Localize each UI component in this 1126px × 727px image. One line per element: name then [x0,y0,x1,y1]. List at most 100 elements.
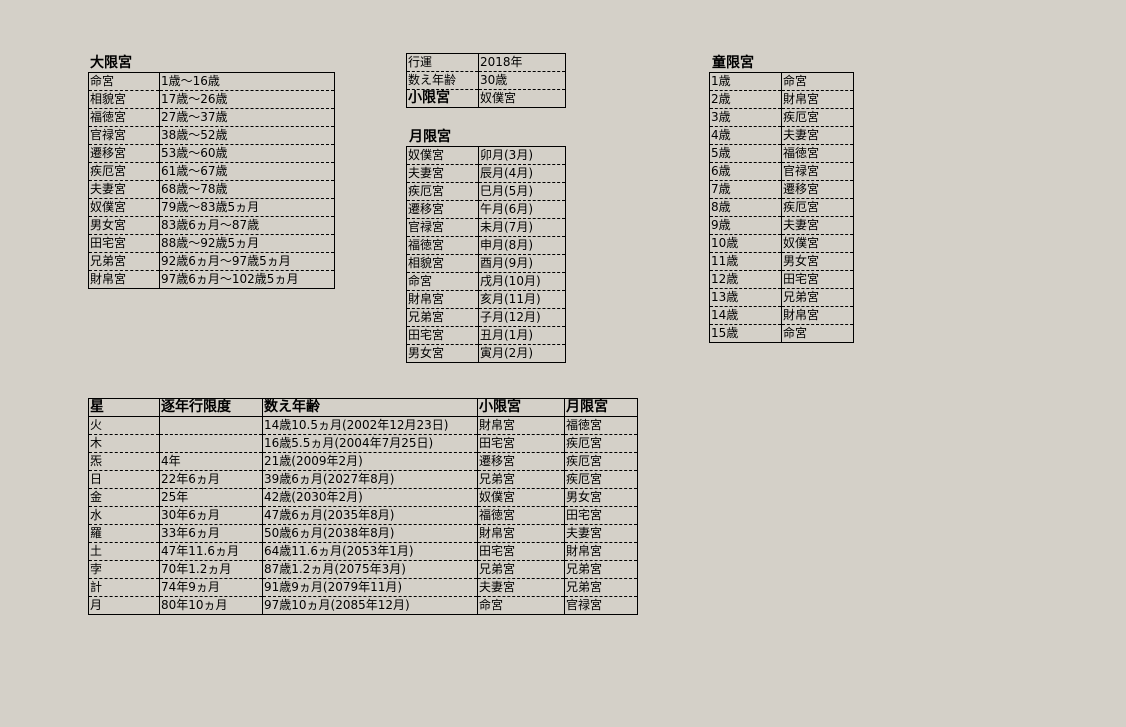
cell[interactable]: 9歳 [709,216,782,235]
cell[interactable]: 夫妻宮 [781,216,854,235]
cell[interactable]: 福徳宮 [477,506,565,525]
cell[interactable]: 田宅宮 [781,270,854,289]
cell[interactable]: 日 [88,470,160,489]
cell[interactable]: 68歳〜78歳 [159,180,335,199]
cell[interactable]: 星 [88,398,160,417]
cell[interactable]: 命宮 [406,272,479,291]
cell[interactable]: 27歳〜37歳 [159,108,335,127]
cell[interactable]: 小限宮 [406,89,479,108]
cell[interactable]: 子月(12月) [478,308,566,327]
cell[interactable]: 1歳〜16歳 [159,72,335,91]
cell[interactable]: 2018年 [478,53,566,72]
cell[interactable]: 1歳 [709,72,782,91]
cell[interactable]: 33年6ヵ月 [159,524,263,543]
cell[interactable]: 卯月(3月) [478,146,566,165]
cell[interactable]: 8歳 [709,198,782,217]
cell[interactable]: 88歳〜92歳5ヵ月 [159,234,335,253]
cell[interactable]: 3歳 [709,108,782,127]
cell[interactable]: 16歳5.5ヵ月(2004年7月25日) [262,434,478,453]
cell[interactable]: 5歳 [709,144,782,163]
cell[interactable]: 遷移宮 [406,200,479,219]
cell[interactable]: 月限宮 [564,398,638,417]
cell[interactable]: 木 [88,434,160,453]
cell[interactable]: 7歳 [709,180,782,199]
cell[interactable]: 38歳〜52歳 [159,126,335,145]
cell[interactable]: 奴僕宮 [477,488,565,507]
cell[interactable]: 15歳 [709,324,782,343]
cell[interactable]: 6歳 [709,162,782,181]
cell[interactable]: 財帛宮 [477,416,565,435]
cell[interactable]: 火 [88,416,160,435]
cell[interactable]: 酉月(9月) [478,254,566,273]
cell[interactable]: 財帛宮 [781,90,854,109]
cell[interactable]: 疾厄宮 [564,470,638,489]
cell[interactable]: 土 [88,542,160,561]
cell[interactable]: 奴僕宮 [781,234,854,253]
cell[interactable]: 64歳11.6ヵ月(2053年1月) [262,542,478,561]
cell[interactable]: 財帛宮 [781,306,854,325]
cell[interactable]: 夫妻宮 [88,180,160,199]
cell[interactable]: 2歳 [709,90,782,109]
cell[interactable]: 財帛宮 [406,290,479,309]
cell[interactable]: 兄弟宮 [781,288,854,307]
cell[interactable]: 男女宮 [88,216,160,235]
cell[interactable]: 奴僕宮 [478,89,566,108]
cell[interactable]: 夫妻宮 [564,524,638,543]
cell[interactable]: 男女宮 [406,344,479,363]
cell[interactable]: 13歳 [709,288,782,307]
cell[interactable]: 行運 [406,53,479,72]
cell[interactable]: 男女宮 [781,252,854,271]
cell[interactable]: 兄弟宮 [477,470,565,489]
cell[interactable]: 未月(7月) [478,218,566,237]
cell[interactable]: 10歳 [709,234,782,253]
cell[interactable]: 奴僕宮 [88,198,160,217]
cell[interactable]: 25年 [159,488,263,507]
cell[interactable] [159,434,263,453]
cell[interactable]: 83歳6ヵ月〜87歳 [159,216,335,235]
cell[interactable]: 4歳 [709,126,782,145]
cell[interactable]: 22年6ヵ月 [159,470,263,489]
cell[interactable]: 官禄宮 [88,126,160,145]
cell[interactable]: 相貌宮 [406,254,479,273]
cell[interactable]: 80年10ヵ月 [159,596,263,615]
cell[interactable]: 疾厄宮 [88,162,160,181]
cell[interactable]: 命宮 [781,72,854,91]
cell[interactable]: 遷移宮 [477,452,565,471]
cell[interactable]: 福徳宮 [406,236,479,255]
cell[interactable]: 福徳宮 [781,144,854,163]
cell[interactable]: 数え年齢 [406,71,479,90]
cell[interactable]: 兄弟宮 [406,308,479,327]
cell[interactable]: 福徳宮 [88,108,160,127]
cell[interactable]: 79歳〜83歳5ヵ月 [159,198,335,217]
cell[interactable]: 逐年行限度 [159,398,263,417]
cell[interactable]: 61歳〜67歳 [159,162,335,181]
cell[interactable]: 53歳〜60歳 [159,144,335,163]
cell[interactable]: 炁 [88,452,160,471]
cell[interactable]: 70年1.2ヵ月 [159,560,263,579]
cell[interactable]: 財帛宮 [477,524,565,543]
cell[interactable]: 男女宮 [564,488,638,507]
cell[interactable]: 戌月(10月) [478,272,566,291]
cell[interactable]: 30年6ヵ月 [159,506,263,525]
cell[interactable]: 87歳1.2ヵ月(2075年3月) [262,560,478,579]
cell[interactable]: 42歳(2030年2月) [262,488,478,507]
cell[interactable]: 30歳 [478,71,566,90]
cell[interactable]: 14歳10.5ヵ月(2002年12月23日) [262,416,478,435]
cell[interactable]: 田宅宮 [477,542,565,561]
cell[interactable]: 田宅宮 [477,434,565,453]
cell[interactable]: 14歳 [709,306,782,325]
cell[interactable]: 丑月(1月) [478,326,566,345]
cell[interactable]: 夫妻宮 [477,578,565,597]
cell[interactable]: 兄弟宮 [477,560,565,579]
cell[interactable]: 田宅宮 [564,506,638,525]
cell[interactable]: 97歳6ヵ月〜102歳5ヵ月 [159,270,335,289]
cell[interactable]: 官禄宮 [564,596,638,615]
cell[interactable]: 小限宮 [477,398,565,417]
cell[interactable]: 官禄宮 [781,162,854,181]
cell[interactable]: 17歳〜26歳 [159,90,335,109]
cell[interactable]: 47年11.6ヵ月 [159,542,263,561]
cell[interactable]: 21歳(2009年2月) [262,452,478,471]
cell[interactable]: 官禄宮 [406,218,479,237]
cell[interactable]: 兄弟宮 [564,578,638,597]
cell[interactable]: 11歳 [709,252,782,271]
